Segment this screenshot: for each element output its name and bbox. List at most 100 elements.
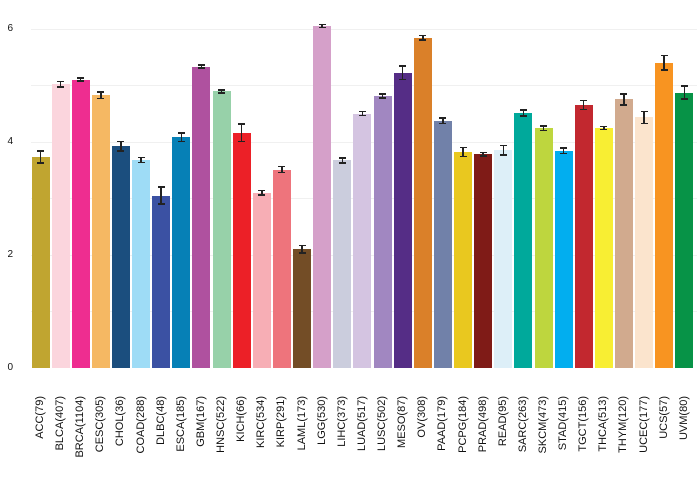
x-axis-label: DLBC(48) bbox=[154, 396, 167, 445]
error-bar-stem bbox=[663, 54, 665, 71]
x-axis-label: MESO(87) bbox=[396, 396, 409, 448]
error-bar-cap bbox=[57, 80, 65, 83]
error-bar-cap bbox=[399, 78, 407, 81]
x-axis-label: UCEC(177) bbox=[637, 396, 650, 453]
x-axis-label: COAD(288) bbox=[134, 396, 147, 454]
error-bar-cap bbox=[499, 144, 507, 147]
x-axis-label: THCA(513) bbox=[597, 396, 610, 452]
error-bar-cap bbox=[137, 161, 145, 164]
error-bar-stem bbox=[542, 125, 545, 132]
error-bar-cap bbox=[600, 125, 608, 128]
error-bar-cap bbox=[358, 110, 366, 113]
y-tick-label: 0 bbox=[7, 362, 13, 373]
error-bar-cap bbox=[580, 99, 588, 102]
error-bar-stem bbox=[462, 146, 464, 158]
x-axis-label: PRAD(498) bbox=[476, 396, 489, 453]
error-bar-cap bbox=[399, 65, 407, 67]
bar bbox=[594, 128, 613, 368]
error-bar-cap bbox=[439, 122, 447, 125]
error-bar-cap bbox=[77, 77, 85, 79]
bar bbox=[675, 92, 694, 368]
error-bar-cap bbox=[197, 67, 205, 69]
error-bar-stem bbox=[582, 99, 585, 111]
x-axis-label: GBM(167) bbox=[194, 396, 207, 447]
error-bar-stem bbox=[361, 110, 364, 117]
error-bar-cap bbox=[459, 155, 467, 158]
error-bar-cap bbox=[540, 125, 547, 127]
error-bar-cap bbox=[117, 150, 125, 152]
error-bar-cap bbox=[680, 85, 688, 87]
error-bar-cap bbox=[479, 151, 487, 154]
error-bar-cap bbox=[278, 165, 286, 168]
error-bar-stem bbox=[422, 34, 424, 41]
error-bar-cap bbox=[77, 80, 85, 82]
error-bar-stem bbox=[482, 151, 484, 157]
error-bar-stem bbox=[381, 93, 384, 99]
x-axis-label: HNSC(522) bbox=[215, 396, 228, 453]
bar bbox=[172, 137, 191, 368]
bar bbox=[373, 95, 392, 368]
error-bar-cap bbox=[419, 39, 427, 41]
error-bar-stem bbox=[39, 150, 42, 164]
error-bar-stem bbox=[100, 91, 102, 100]
bar bbox=[494, 150, 513, 368]
x-axis-label: UVM(80) bbox=[677, 396, 690, 441]
bar bbox=[132, 159, 151, 368]
error-bar-stem bbox=[603, 125, 605, 131]
error-bar-stem bbox=[401, 65, 404, 81]
error-bar-cap bbox=[218, 92, 226, 94]
error-bar-cap bbox=[640, 122, 648, 125]
error-bar-stem bbox=[643, 110, 645, 125]
error-bar-stem bbox=[623, 93, 625, 106]
bar bbox=[474, 154, 493, 368]
x-axis-label: KICH(66) bbox=[235, 396, 248, 442]
error-bar-cap bbox=[660, 69, 668, 71]
x-axis-label: LGG(530) bbox=[315, 396, 328, 445]
bar bbox=[31, 157, 50, 368]
x-axis-label: KIRP(291) bbox=[275, 396, 288, 448]
x-axis-label: ACC(79) bbox=[34, 396, 46, 439]
bar bbox=[152, 195, 171, 368]
error-bar-stem bbox=[442, 117, 444, 125]
error-bar-cap bbox=[479, 155, 487, 157]
bar bbox=[71, 79, 90, 368]
error-bar-cap bbox=[620, 93, 628, 95]
bar bbox=[353, 113, 372, 368]
bar bbox=[635, 117, 654, 368]
error-bar-stem bbox=[502, 144, 504, 156]
bar bbox=[111, 146, 130, 368]
error-bar-cap bbox=[197, 64, 205, 66]
error-bar-cap bbox=[318, 26, 326, 29]
error-bar-cap bbox=[117, 140, 125, 143]
error-bar-cap bbox=[238, 140, 246, 143]
error-bar-cap bbox=[278, 171, 286, 174]
x-axis-label: THYM(120) bbox=[617, 396, 630, 453]
bar bbox=[212, 91, 231, 368]
error-bar-cap bbox=[177, 132, 185, 134]
error-bar-cap bbox=[439, 117, 447, 119]
x-axis-label: UCS(57) bbox=[657, 396, 670, 439]
bar bbox=[534, 128, 553, 368]
error-bar-cap bbox=[137, 156, 145, 158]
error-bar-cap bbox=[560, 147, 568, 149]
error-bar-cap bbox=[540, 129, 547, 132]
error-bar-stem bbox=[562, 147, 565, 155]
x-axis-label: PCPG(184) bbox=[456, 396, 469, 453]
error-bar-stem bbox=[140, 156, 142, 164]
error-bar-cap bbox=[519, 109, 527, 111]
error-bar-cap bbox=[338, 157, 346, 159]
bar bbox=[91, 95, 110, 368]
error-bar-cap bbox=[298, 252, 306, 254]
bar bbox=[313, 25, 332, 368]
x-axis-label: LUAD(517) bbox=[355, 396, 368, 452]
gridline bbox=[31, 85, 697, 87]
x-axis-label: STAD(415) bbox=[557, 396, 570, 451]
error-bar-cap bbox=[379, 97, 387, 99]
bar bbox=[614, 99, 633, 368]
error-bar-stem bbox=[522, 109, 525, 117]
bar bbox=[272, 169, 291, 368]
error-bar-cap bbox=[379, 93, 387, 95]
bar bbox=[454, 151, 473, 368]
error-bar-cap bbox=[157, 203, 165, 205]
x-axis-label: LUSC(502) bbox=[376, 396, 389, 452]
